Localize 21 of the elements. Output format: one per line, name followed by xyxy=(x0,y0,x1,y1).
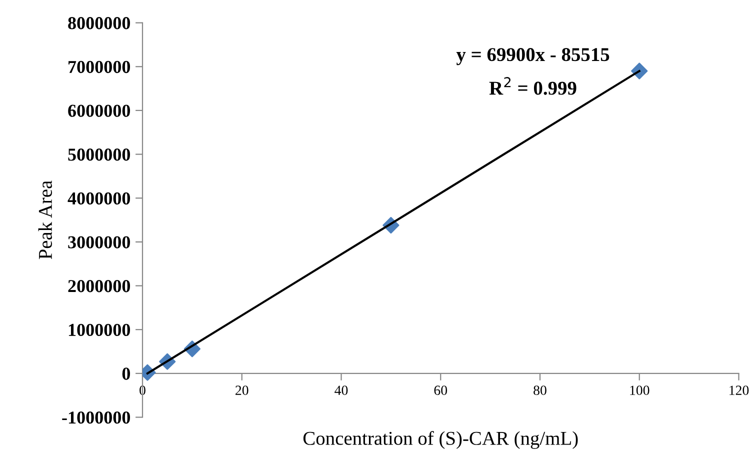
x-tick-label: 40 xyxy=(334,386,348,395)
annotation: R$^{2}$ = 0.999 xyxy=(489,77,576,95)
y-tick-label: 2000000 xyxy=(68,280,130,292)
y-tick-label: 4000000 xyxy=(68,192,130,205)
y-tick-label: 5000000 xyxy=(68,148,130,161)
y-tick-label: 7000000 xyxy=(68,60,130,74)
x-tick-label: 120 xyxy=(730,386,749,395)
y-tick-label: 8000000 xyxy=(68,17,130,30)
y-tick-label: 0 xyxy=(122,368,130,380)
y-tick-label: -1000000 xyxy=(62,411,130,424)
x-tick-label: 60 xyxy=(434,386,448,395)
x-tick-label: 80 xyxy=(534,386,546,395)
x-tick-label: 100 xyxy=(630,386,650,395)
y-tick-label: 6000000 xyxy=(68,104,130,117)
y-tick-label: 1000000 xyxy=(68,324,130,336)
x-tick-label: 20 xyxy=(236,386,248,395)
y-axis-title: Peak Area xyxy=(38,180,52,260)
annotation: y = 69900x - 85515 xyxy=(456,48,610,66)
x-axis-title: Concentration of (S)-CAR (ng/mL) xyxy=(303,431,578,449)
y-tick-label: 3000000 xyxy=(68,236,130,248)
x-tick-label: 0 xyxy=(140,386,146,395)
